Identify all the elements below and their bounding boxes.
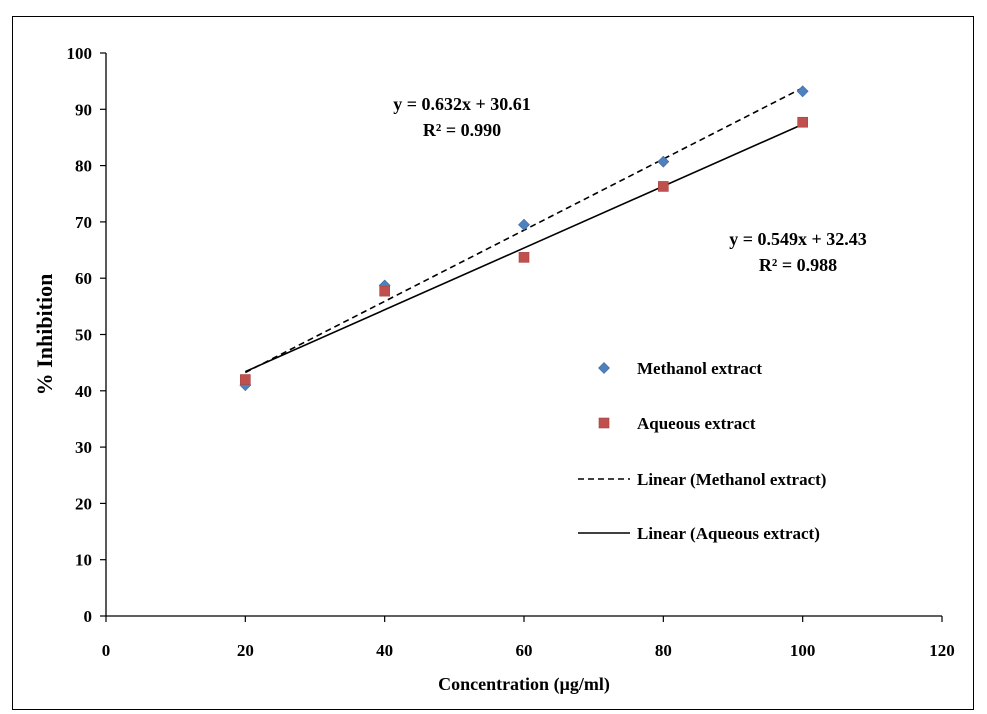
x-axis-title: Concentration (µg/ml) [438, 674, 610, 695]
legend-methanol-marker [598, 362, 610, 374]
aqueous-point [240, 374, 251, 385]
x-tick-label: 20 [237, 641, 254, 660]
y-tick-label: 90 [75, 100, 92, 119]
legend-methanol-trend-label: Linear (Methanol extract) [637, 470, 826, 489]
y-tick-label: 70 [75, 213, 92, 232]
chart-frame [12, 16, 974, 710]
legend-methanol-label: Methanol extract [637, 359, 762, 378]
y-tick-label: 100 [67, 44, 93, 63]
axes [100, 52, 943, 622]
methanol-equation: y = 0.632x + 30.61 [393, 94, 531, 114]
tick-labels: 0 10 20 30 40 50 60 70 80 90 100 0 20 40 60 80 100 120 [67, 44, 955, 660]
aqueous-point [658, 181, 669, 192]
x-tick-label: 0 [102, 641, 111, 660]
data-points [239, 85, 809, 392]
methanol-point [518, 218, 530, 231]
aqueous-point [797, 116, 808, 128]
methanol-point [657, 155, 670, 168]
aqueous-point [518, 252, 530, 263]
trendline-aqueous [245, 123, 803, 373]
legend: Methanol extract Aqueous extract Linear (M… [578, 359, 826, 543]
y-tick-label: 30 [75, 438, 92, 457]
legend-aqueous-marker [598, 417, 610, 429]
y-tick-label: 20 [75, 494, 92, 513]
legend-aqueous-trend-label: Linear (Aqueous extract) [637, 524, 820, 543]
legend-aqueous-label: Aqueous extract [637, 414, 756, 433]
y-tick-label: 80 [75, 157, 92, 176]
x-tick-label: 80 [655, 641, 672, 660]
y-tick-label: 40 [75, 382, 92, 401]
methanol-point [796, 85, 809, 98]
x-tick-label: 120 [929, 641, 955, 660]
aqueous-point [379, 285, 390, 297]
y-tick-label: 10 [75, 551, 92, 570]
methanol-r-squared: R² = 0.990 [423, 120, 501, 140]
x-tick-label: 40 [376, 641, 393, 660]
trendline-equations: y = 0.632x + 30.61 R² = 0.990 y = 0.549x +… [393, 94, 867, 275]
y-tick-label: 60 [75, 269, 92, 288]
x-tick-label: 60 [516, 641, 533, 660]
aqueous-equation: y = 0.549x + 32.43 [729, 229, 867, 249]
x-tick-label: 100 [790, 641, 816, 660]
aqueous-r-squared: R² = 0.988 [759, 255, 837, 275]
y-axis-title: % Inhibition [32, 274, 57, 396]
y-tick-label: 50 [75, 326, 92, 345]
y-tick-label: 0 [84, 607, 93, 626]
